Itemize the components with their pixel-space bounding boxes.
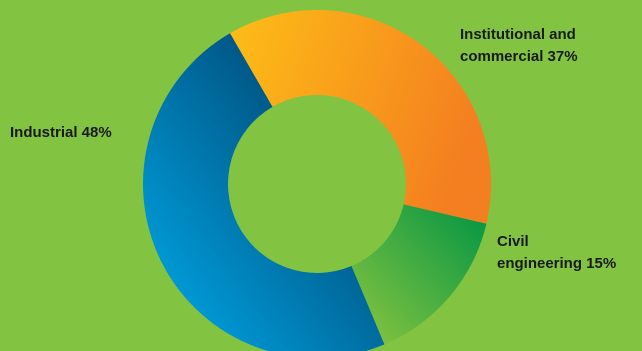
label-industrial: Industrial 48% <box>10 124 112 141</box>
donut-slice-civil-engineering <box>351 204 487 345</box>
donut-slice-institutional-commercial <box>230 9 491 224</box>
label-institutional-commercial: Institutional and commercial 37% <box>460 26 580 65</box>
label-civil-engineering: Civil engineering 15% <box>497 233 616 272</box>
donut-slice-industrial <box>143 33 385 351</box>
label-civil-line-2: engineering 15% <box>497 255 616 272</box>
label-industrial-line-1: Industrial 48% <box>10 124 112 141</box>
label-institutional-line-2: commercial 37% <box>460 48 578 65</box>
label-institutional-line-1: Institutional and <box>460 26 576 43</box>
label-civil-line-1: Civil <box>497 233 529 250</box>
